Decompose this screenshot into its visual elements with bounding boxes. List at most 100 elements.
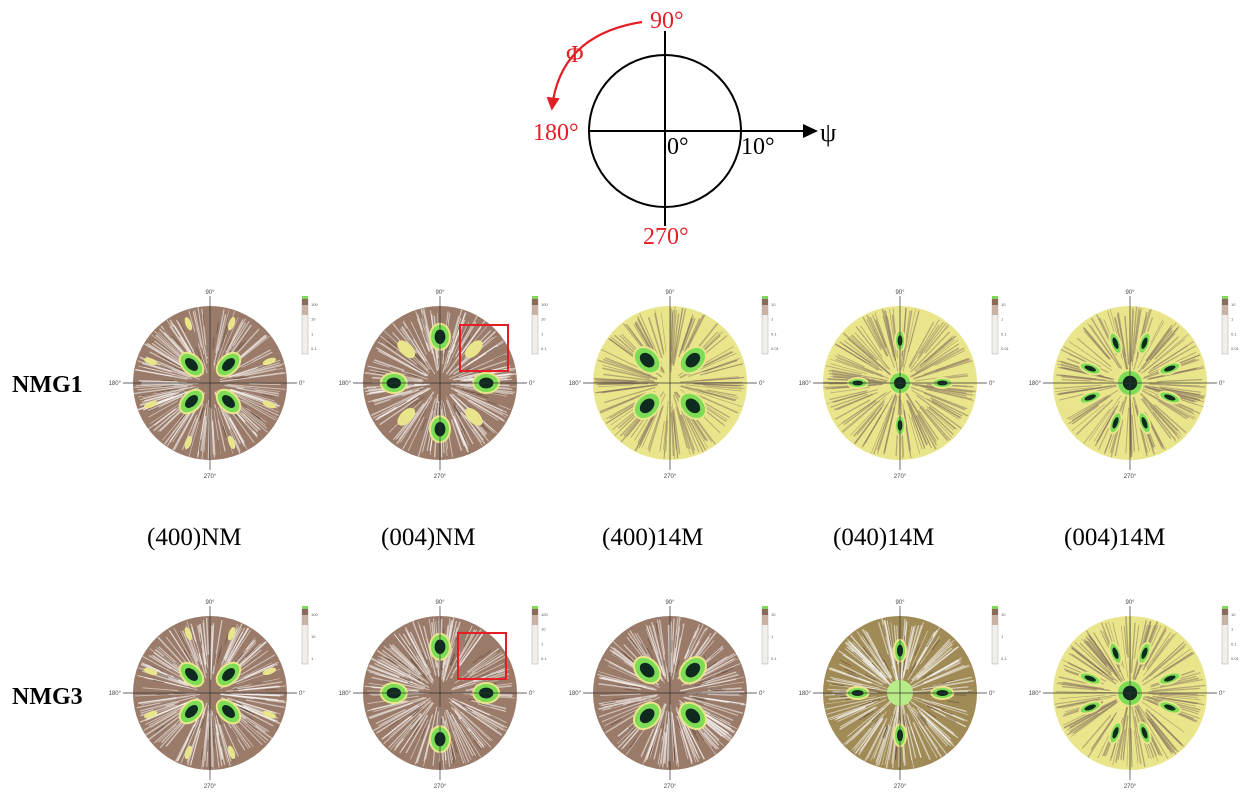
texture-streak: [450, 419, 463, 451]
texture-streak: [472, 655, 483, 664]
texture-streak: [229, 384, 281, 392]
texture-streak: [1116, 313, 1129, 372]
tick-label-180: 180°: [1029, 381, 1042, 387]
colorbar-band: [1222, 299, 1228, 305]
texture-streak: [680, 385, 736, 402]
texture-streak: [887, 316, 899, 372]
tick-label-270: 270°: [894, 784, 907, 790]
texture-streak: [934, 682, 947, 686]
texture-streak: [1120, 729, 1126, 760]
texture-streak: [1152, 411, 1177, 443]
texture-streak: [875, 320, 890, 355]
texture-streak: [867, 724, 886, 760]
texture-streak: [728, 702, 741, 706]
texture-streak: [691, 729, 699, 741]
texture-streak: [229, 428, 236, 441]
colorbar-tick-label: 1: [771, 317, 774, 322]
texture-streak: [199, 408, 204, 421]
texture-streak: [659, 724, 667, 768]
texture-streak: [399, 676, 411, 682]
tick-label-0: 0°: [299, 381, 305, 387]
texture-streak: [451, 388, 507, 418]
texture-streak: [919, 635, 941, 665]
texture-streak: [1152, 638, 1170, 662]
texture-streak: [421, 410, 434, 453]
texture-streak: [212, 337, 215, 350]
texture-streak: [912, 665, 971, 689]
texture-streak: [881, 726, 892, 766]
texture-streak: [923, 664, 965, 684]
texture-streak: [835, 358, 884, 378]
texture-streak: [421, 419, 427, 431]
texture-streak: [230, 662, 273, 684]
texture-streak: [654, 313, 665, 355]
texture-streak: [1149, 402, 1182, 435]
texture-streak: [847, 641, 875, 668]
texture-streak: [1120, 625, 1129, 678]
texture-streak: [215, 351, 219, 363]
colorbar-tick-label: 1: [541, 641, 544, 646]
texture-streak: [453, 740, 458, 753]
texture-streak: [142, 656, 182, 678]
texture-streak: [830, 363, 868, 375]
texture-streak: [602, 367, 650, 380]
texture-streak: [682, 696, 739, 716]
texture-streak: [663, 401, 669, 450]
texture-streak: [881, 308, 895, 357]
texture-streak: [1161, 648, 1191, 670]
texture-streak: [706, 385, 742, 390]
texture-streak: [599, 698, 652, 718]
texture-streak: [842, 390, 892, 433]
tick-label-270: 270°: [664, 474, 677, 480]
texture-streak: [695, 393, 739, 414]
texture-streak: [672, 411, 678, 450]
texture-streak: [647, 407, 663, 450]
texture-streak: [144, 392, 173, 402]
texture-streak: [410, 672, 421, 680]
texture-streak: [1123, 626, 1128, 655]
texture-streak: [167, 675, 179, 681]
texture-streak: [829, 390, 868, 401]
texture-streak: [670, 618, 675, 677]
texture-streak: [395, 402, 425, 440]
texture-streak: [189, 727, 202, 766]
texture-streak: [883, 725, 889, 738]
texture-streak: [1157, 400, 1188, 420]
texture-streak: [243, 368, 277, 377]
pole-spot-core: [185, 668, 198, 681]
texture-streak: [446, 396, 470, 447]
texture-streak: [442, 316, 460, 374]
texture-streak: [1070, 647, 1105, 674]
tick-label-180: 180°: [569, 381, 582, 387]
texture-streak: [922, 671, 933, 679]
texture-streak: [1145, 643, 1187, 680]
texture-streak: [247, 722, 257, 731]
texture-streak: [201, 716, 205, 729]
column-label-040-14m: (040)14M: [833, 524, 934, 551]
texture-streak: [830, 386, 871, 394]
texture-streak: [372, 392, 423, 419]
texture-streak: [1147, 345, 1197, 374]
texture-streak: [454, 389, 509, 417]
texture-streak: [237, 681, 283, 690]
texture-streak: [231, 694, 285, 702]
texture-streak: [607, 397, 634, 410]
texture-streak: [864, 674, 876, 681]
pole-spot: [184, 317, 193, 331]
texture-streak: [391, 644, 423, 676]
texture-streak: [1093, 406, 1116, 442]
texture-streak: [1162, 400, 1197, 419]
texture-streak: [411, 715, 420, 725]
highlight-box-nmg3-004nm: [457, 632, 507, 680]
texture-streak: [447, 318, 462, 359]
texture-streak: [186, 621, 202, 665]
phi-symbol: Φ: [566, 42, 584, 68]
texture-streak: [398, 667, 410, 675]
tick-label-0: 0°: [759, 691, 765, 697]
texture-streak: [1154, 336, 1179, 360]
colorbar-tick-label: 100: [541, 302, 548, 307]
texture-streak: [626, 701, 639, 706]
psi-arrowhead: [803, 124, 818, 138]
texture-streak: [688, 357, 741, 377]
texture-streak: [624, 654, 634, 663]
